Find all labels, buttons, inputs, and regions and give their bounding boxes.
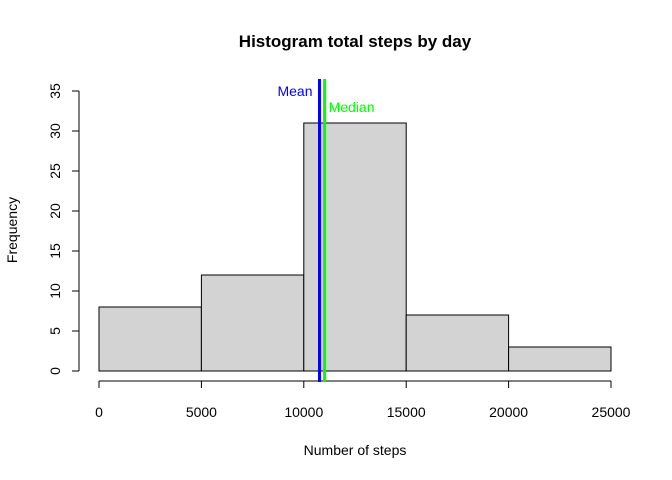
y-tick-label-7: 35 — [47, 83, 63, 99]
y-tick-label-3: 15 — [47, 243, 63, 259]
reference-lines: Mean Median — [277, 79, 375, 382]
y-tick-label-0: 0 — [47, 367, 63, 375]
median-label: Median — [329, 99, 375, 115]
y-axis-label: Frequency — [4, 197, 20, 263]
x-tick-label-5: 25000 — [592, 404, 631, 420]
x-axis: 0 5000 10000 15000 20000 25000 — [95, 380, 631, 420]
y-axis: 0 5 10 15 20 25 30 35 — [47, 83, 80, 375]
y-tick-label-6: 30 — [47, 123, 63, 139]
x-axis-label: Number of steps — [304, 442, 407, 458]
x-tick-label-1: 5000 — [186, 404, 217, 420]
y-tick-label-2: 10 — [47, 283, 63, 299]
x-tick-label-2: 10000 — [284, 404, 323, 420]
x-tick-label-3: 15000 — [387, 404, 426, 420]
histogram-bar-1 — [200, 274, 305, 372]
mean-label: Mean — [277, 83, 312, 99]
chart-title: Histogram total steps by day — [239, 32, 472, 51]
x-tick-label-0: 0 — [95, 404, 103, 420]
y-tick-label-4: 20 — [47, 203, 63, 219]
histogram-bar-4 — [508, 346, 612, 372]
bars-group — [98, 122, 612, 372]
x-tick-label-4: 20000 — [489, 404, 528, 420]
y-tick-label-1: 5 — [47, 327, 63, 335]
histogram-bar-0 — [98, 306, 202, 372]
y-tick-label-5: 25 — [47, 163, 63, 179]
histogram-bar-3 — [405, 314, 510, 372]
